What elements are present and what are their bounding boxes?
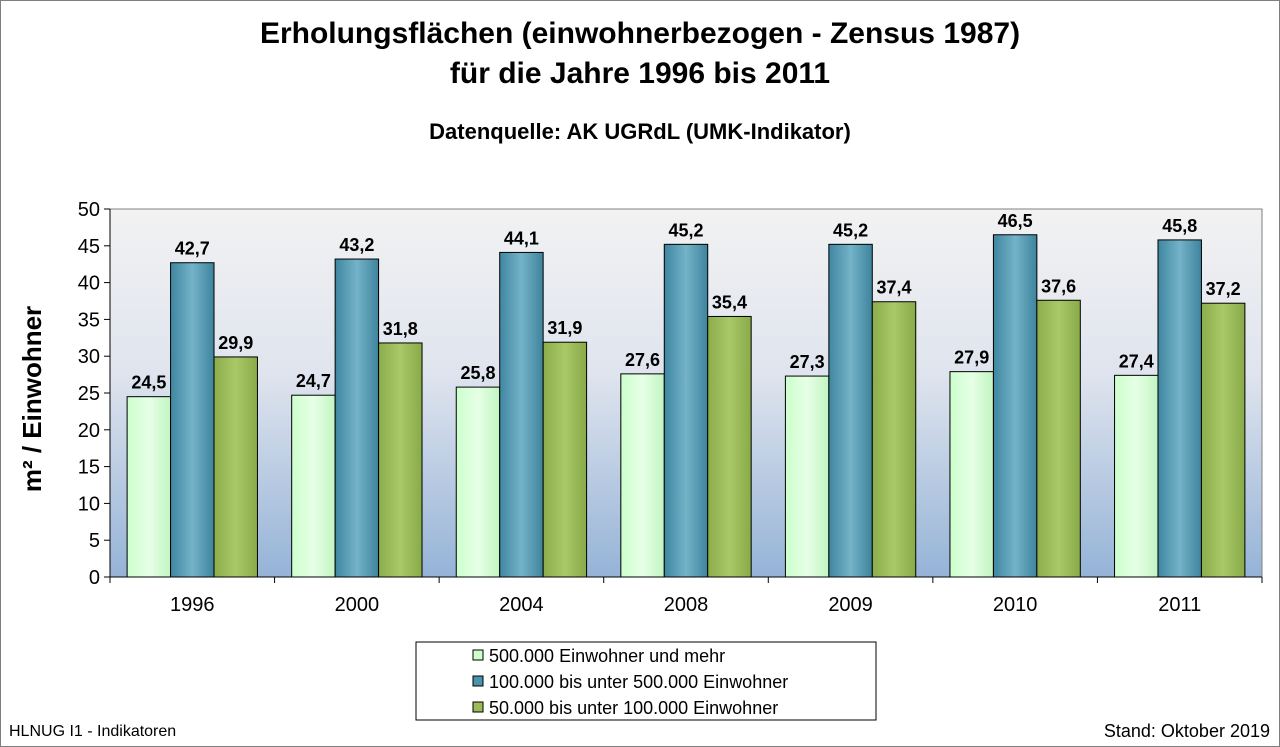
x-tick-label: 2008: [664, 594, 709, 616]
bar-2000-series-1: [334, 258, 380, 578]
bar-2008-series-1: [663, 243, 709, 578]
bar-2009-series-1: [828, 243, 873, 578]
x-tick-label: 2010: [993, 594, 1038, 616]
legend: 500.000 Einwohner und mehr 100.000 bis u…: [415, 641, 877, 721]
y-tick-label: 40: [78, 273, 100, 295]
bars: [126, 234, 1246, 578]
data-label-2010-series-0: 27,9: [954, 348, 989, 368]
bar-2000-series-0: [291, 394, 336, 578]
bar-1996-series-2: [213, 356, 258, 578]
bar-2008-series-2: [707, 315, 752, 578]
bar-2010-series-1: [992, 234, 1038, 578]
data-label-2004-series-0: 25,8: [460, 363, 495, 383]
data-labels: 24,5 24,7 25,8 27,6 27,3 27,9 27,4 42,7 43,2 44,1…: [131, 211, 1240, 393]
y-tick-label: 15: [78, 457, 100, 479]
y-tick-label: 25: [78, 383, 100, 405]
bar-2008-series-0: [620, 373, 665, 578]
y-tick-label: 20: [78, 420, 100, 442]
data-label-2000-series-1: 43,2: [339, 235, 374, 255]
x-tick-label: 1996: [170, 594, 215, 616]
chart-title-line-2: für die Jahre 1996 bis 2011: [450, 57, 830, 90]
x-tick-label: 2011: [1158, 594, 1201, 616]
legend-label-2: 50.000 bis unter 100.000 Einwohner: [489, 698, 778, 718]
x-tick-label: 2000: [335, 594, 380, 616]
data-label-2010-series-2: 37,6: [1041, 276, 1076, 296]
data-label-2008-series-1: 45,2: [668, 220, 703, 240]
data-label-1996-series-1: 42,7: [175, 239, 210, 259]
data-label-2004-series-1: 44,1: [504, 228, 539, 248]
bar-2010-series-2: [1036, 299, 1081, 578]
data-label-2009-series-0: 27,3: [790, 352, 825, 372]
y-tick-label: 10: [78, 493, 100, 515]
legend-swatch-1: [472, 675, 484, 687]
data-label-2004-series-2: 31,9: [547, 318, 582, 338]
x-tick-label: 2004: [499, 594, 544, 616]
bar-2009-series-2: [871, 301, 917, 578]
bar-2011-series-2: [1200, 302, 1246, 578]
y-tick-label: 45: [78, 236, 100, 258]
chart-subtitle: Datenquelle: AK UGRdL (UMK-Indikator): [429, 119, 851, 144]
y-tick-label: 30: [78, 346, 100, 368]
data-label-2008-series-0: 27,6: [625, 350, 660, 370]
y-tick-label: 50: [78, 199, 100, 221]
data-label-2009-series-1: 45,2: [833, 220, 868, 240]
x-tick-label: 2009: [828, 594, 873, 616]
bar-1996-series-1: [170, 262, 215, 578]
legend-label-1: 100.000 bis unter 500.000 Einwohner: [489, 672, 788, 692]
bar-2000-series-2: [378, 342, 423, 578]
y-axis: 0 5 10 15 20 25 30 35 40 45 50: [78, 199, 111, 589]
data-label-2011-series-0: 27,4: [1119, 351, 1154, 371]
data-label-2009-series-2: 37,4: [876, 278, 911, 298]
legend-label-0: 500.000 Einwohner und mehr: [489, 646, 725, 666]
data-label-1996-series-0: 24,5: [131, 373, 166, 393]
data-label-2010-series-1: 46,5: [998, 211, 1033, 231]
legend-box: [415, 641, 877, 721]
data-label-1996-series-2: 29,9: [218, 333, 253, 353]
y-axis-label: m² / Einwohner: [17, 306, 47, 492]
bar-2011-series-0: [1114, 374, 1159, 578]
footer-right: Stand: Oktober 2019: [1104, 721, 1270, 741]
bar-2004-series-1: [499, 251, 544, 578]
y-tick-label: 5: [89, 530, 100, 552]
data-label-2011-series-1: 45,8: [1162, 216, 1197, 236]
data-label-2000-series-2: 31,8: [383, 319, 418, 339]
y-tick-label: 35: [78, 309, 100, 331]
x-axis: 1996 2000 2004 2008 2009 2010 2011: [109, 576, 1263, 616]
bar-1996-series-0: [126, 396, 172, 578]
data-label-2011-series-2: 37,2: [1206, 279, 1241, 299]
footer-left: HLNUG I1 - Indikatoren: [9, 723, 176, 740]
y-tick-label: 0: [89, 567, 100, 589]
bar-2011-series-1: [1157, 239, 1202, 578]
chart-title-line-1: Erholungsflächen (einwohnerbezogen - Zen…: [260, 17, 1020, 50]
data-label-2000-series-0: 24,7: [296, 371, 331, 391]
bar-2004-series-2: [542, 341, 588, 578]
bar-2004-series-0: [455, 386, 501, 578]
legend-swatch-2: [472, 701, 484, 713]
legend-swatch-0: [472, 649, 484, 661]
bar-2009-series-0: [784, 375, 830, 578]
data-label-2008-series-2: 35,4: [712, 292, 747, 312]
bar-2010-series-0: [949, 371, 994, 578]
